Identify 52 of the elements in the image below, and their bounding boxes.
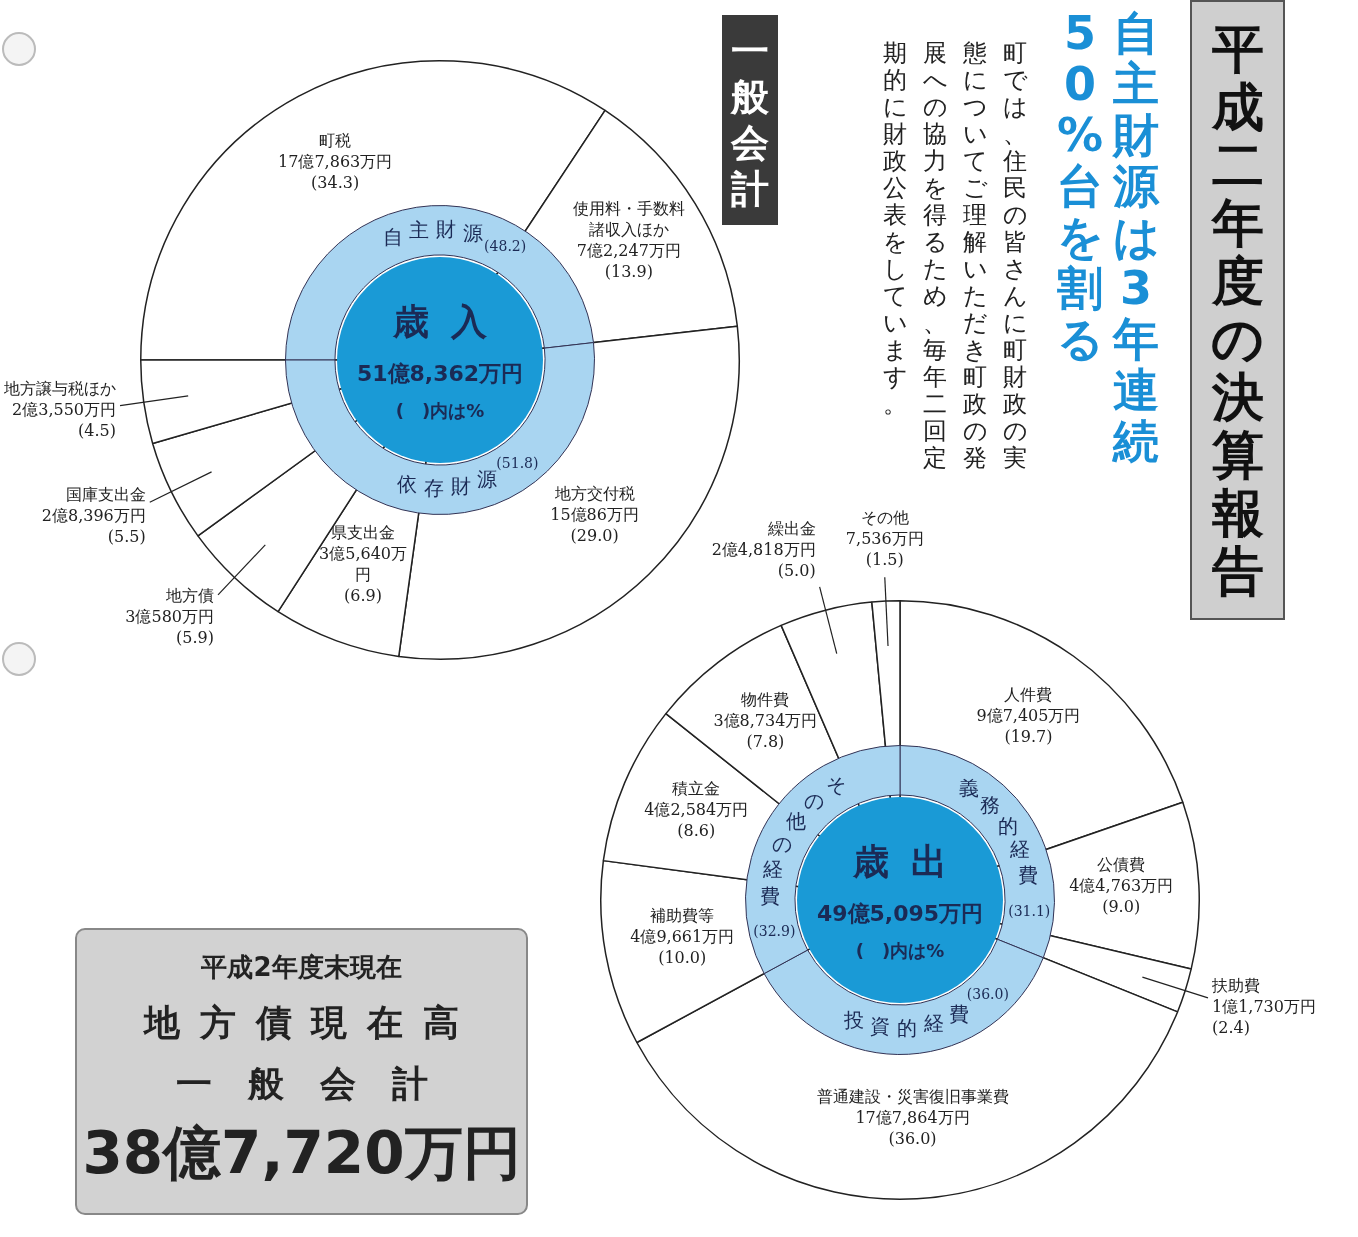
data-label: 3億580万円 (5.9) [125, 607, 215, 648]
text: 町では、住民の皆さんに町財政の実態についてご理解いただき町政の発展への協力を得るため、毎年二回定期的に財政公表をしています。 [882, 39, 1028, 472]
slice-label: 投資的経費 [843, 1001, 970, 1040]
data-label: (48.2) [484, 238, 527, 255]
data-label: 7,536万円 (1.5) [845, 529, 924, 570]
data-label: 3億8,734万円 (7.8) [713, 710, 818, 751]
data-label: 3億5,640万円 (6.9) [319, 543, 408, 605]
slice-label: 町税 [319, 130, 352, 150]
slice-label: 物件費 [741, 689, 790, 709]
text: 自主財源は3年連続50%台を割る [1056, 6, 1160, 468]
data-label: 4億2,584万円 (8.6) [644, 799, 749, 840]
slice-label: 公債費 [1097, 854, 1146, 874]
data-label: 4億9,661万円 (10.0) [630, 926, 735, 967]
data-label: 17億7,863万円 (34.3) [278, 151, 393, 192]
data-label: 2億4,818万円 (5.0) [711, 540, 816, 581]
slice-label: 自主財源 [383, 216, 483, 250]
slice-label: 県支出金 [331, 522, 396, 542]
data-label: 4億4,763万円 (9.0) [1069, 875, 1174, 916]
text: 51億8,362万円 [356, 359, 524, 388]
slice-label: 国庫支出金 [65, 484, 146, 504]
text: 歳入 [393, 299, 509, 344]
data-label: 2億3,550万円 (4.5) [12, 399, 117, 440]
slice-label: 人件費 [1004, 685, 1053, 705]
slice-label: 地方債 [165, 586, 215, 606]
text: 38億7,720万円 [82, 1118, 521, 1189]
text: 一般会計 [175, 1062, 464, 1106]
slice-label: 普通建設・災害復旧事業費 [816, 1086, 1009, 1106]
title-box: 平成二年度の決算報告 [1190, 0, 1285, 620]
slice-label: 使用料・手数料諸収入ほか [572, 199, 685, 240]
slice-label: 依存財源 [397, 467, 497, 500]
data-label: 7億2,247万円 (13.9) [576, 241, 681, 282]
data-label: 17億7,864万円 (36.0) [855, 1107, 970, 1148]
slice-label: 地方譲与税ほか [3, 378, 117, 398]
data-label: 1億1,730万円 (2.4) [1211, 997, 1316, 1038]
data-label: 15億86万円 (29.0) [550, 505, 639, 546]
slice-label: 繰出金 [766, 519, 816, 539]
text: 平成2年度末現在 [201, 951, 402, 984]
slice-label: 補助費等 [650, 905, 715, 925]
data-label: (32.9) [753, 923, 796, 940]
label-box: 一般会計 [722, 15, 778, 225]
text: 地方債現在高 [143, 1001, 479, 1045]
data-label: (31.1) [1008, 902, 1051, 919]
data-label: 2億8,396万円 (5.5) [41, 505, 146, 546]
text: ( )内は% [395, 398, 485, 423]
text: ( )内は% [855, 938, 945, 963]
slice-label: 扶助費 [1210, 976, 1260, 996]
slice-label: 地方交付税 [553, 484, 635, 504]
data-label: (36.0) [966, 986, 1009, 1003]
data-label: 9億7,405万円 (19.7) [976, 706, 1081, 747]
slice-label: 積立金 [672, 778, 721, 798]
slice-label: その他 [860, 508, 909, 528]
data-label: (51.8) [496, 454, 539, 471]
